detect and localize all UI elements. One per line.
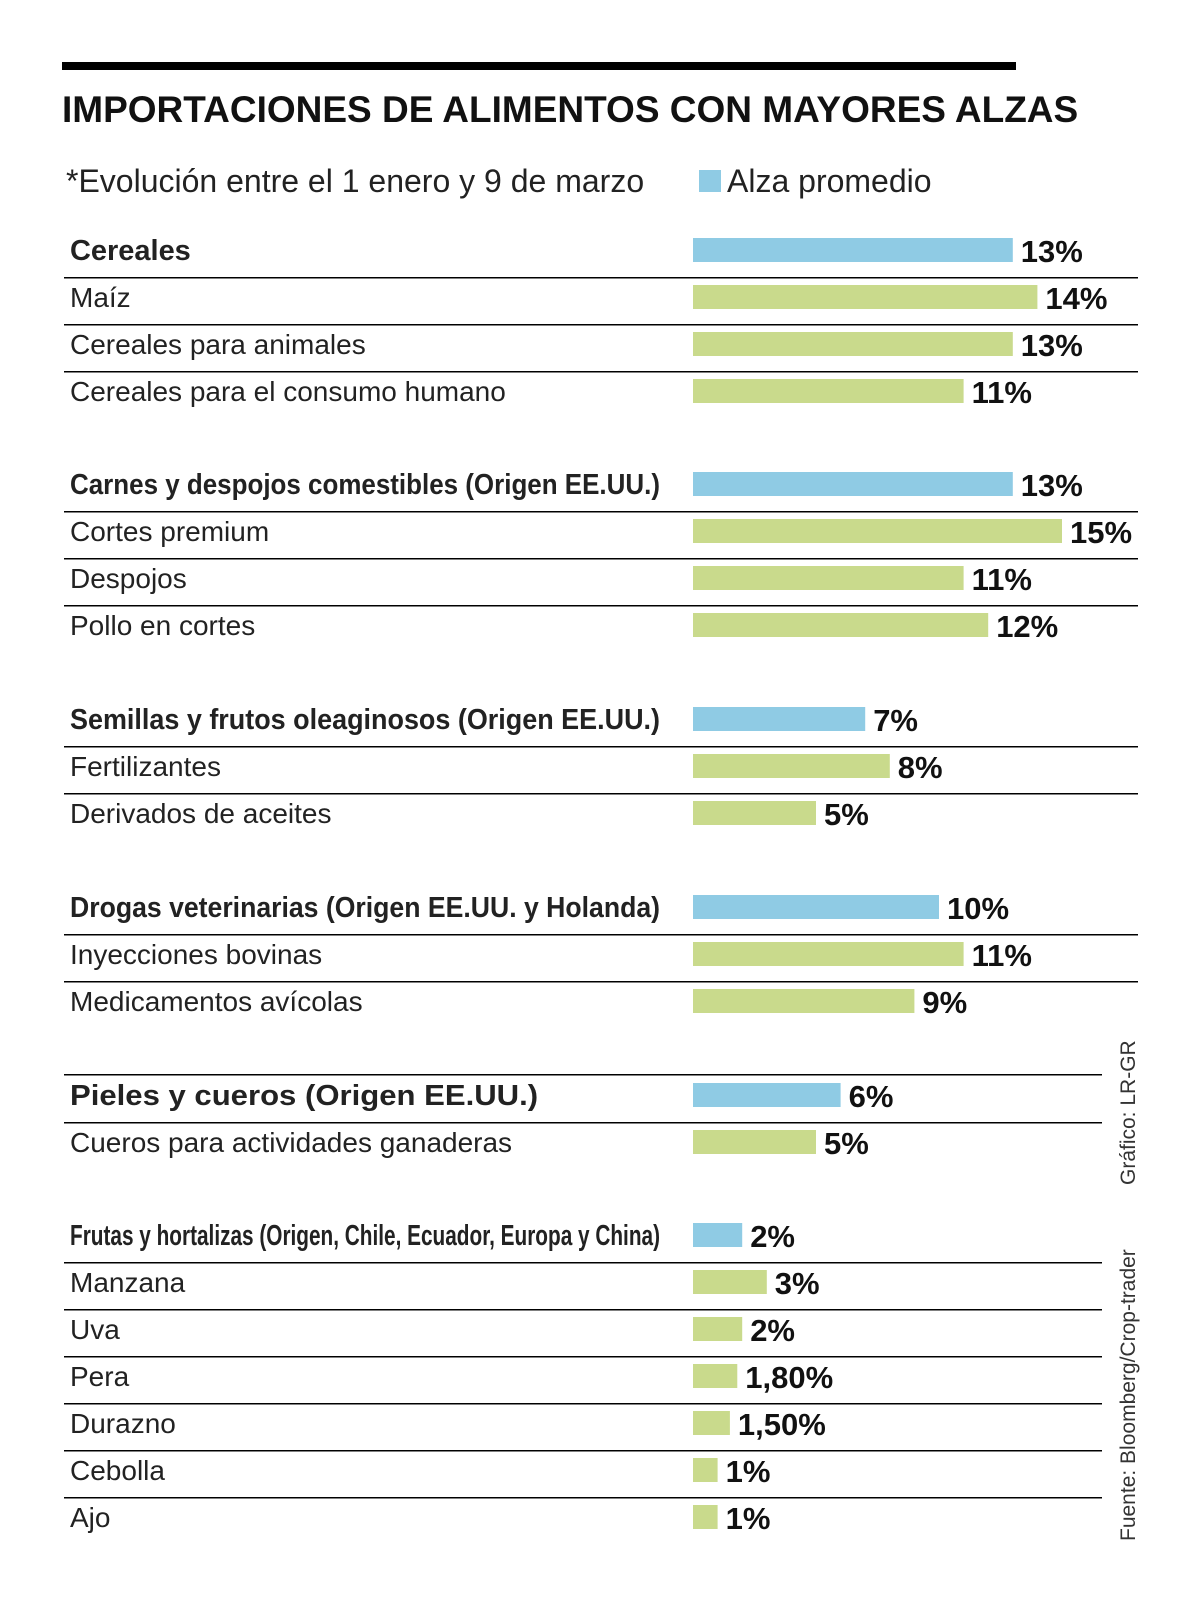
item-bar	[693, 1364, 738, 1388]
item-label: Cereales para animales	[70, 329, 366, 360]
value-label: 8%	[898, 750, 943, 785]
item-label: Pollo en cortes	[70, 610, 255, 641]
value-label: 9%	[922, 985, 967, 1020]
row-divider	[64, 324, 1138, 326]
item-label: Medicamentos avícolas	[70, 986, 363, 1017]
row-divider	[64, 934, 1138, 936]
value-label: 12%	[996, 609, 1058, 644]
group-label: Cereales	[70, 235, 191, 267]
item-bar	[693, 379, 964, 403]
item-bar	[693, 613, 989, 637]
item-bar	[693, 1270, 767, 1294]
value-label: 6%	[849, 1079, 894, 1114]
item-label: Ajo	[70, 1502, 110, 1533]
row-divider	[64, 371, 1138, 373]
item-bar	[693, 519, 1062, 543]
group-label: Semillas y frutos oleaginosos (Origen EE…	[70, 704, 660, 736]
row-divider	[64, 605, 1138, 607]
item-label: Derivados de aceites	[70, 798, 331, 829]
item-bar	[693, 1505, 718, 1529]
group-label: Frutas y hortalizas (Origen, Chile, Ecua…	[70, 1220, 660, 1252]
item-label: Durazno	[70, 1408, 176, 1439]
value-label: 11%	[972, 375, 1032, 410]
value-label: 5%	[824, 1126, 869, 1161]
row-divider	[64, 1450, 1102, 1452]
value-label: 11%	[972, 562, 1032, 597]
value-label: 1%	[726, 1501, 771, 1536]
row-divider	[64, 1497, 1102, 1499]
row-divider	[64, 1309, 1102, 1311]
value-label: 13%	[1021, 234, 1083, 269]
item-label: Cebolla	[70, 1455, 165, 1486]
value-label: 3%	[775, 1266, 820, 1301]
item-bar	[693, 801, 816, 825]
row-divider	[64, 558, 1138, 560]
source-credit: Fuente: Bloomberg/Crop-trader	[1117, 1249, 1140, 1541]
value-label: 13%	[1021, 468, 1083, 503]
value-label: 2%	[750, 1313, 795, 1348]
item-label: Cueros para actividades ganaderas	[70, 1127, 512, 1158]
item-label: Maíz	[70, 282, 131, 313]
item-bar	[693, 1458, 718, 1482]
item-label: Pera	[70, 1361, 130, 1392]
item-label: Cortes premium	[70, 516, 269, 547]
item-bar	[693, 754, 890, 778]
item-bar	[693, 989, 915, 1013]
item-label: Uva	[70, 1314, 120, 1345]
item-bar	[693, 1130, 816, 1154]
row-divider	[64, 1074, 1102, 1076]
value-label: 1,50%	[738, 1407, 826, 1442]
value-label: 10%	[947, 891, 1009, 926]
row-divider	[64, 746, 1138, 748]
item-label: Inyecciones bovinas	[70, 939, 322, 970]
value-label: 11%	[972, 938, 1032, 973]
row-divider	[64, 277, 1138, 279]
average-bar	[693, 707, 866, 731]
value-label: 15%	[1070, 515, 1132, 550]
row-divider	[64, 1403, 1102, 1405]
average-bar	[693, 895, 939, 919]
group-label: Carnes y despojos comestibles (Origen EE…	[70, 469, 660, 501]
average-bar	[693, 1223, 743, 1247]
item-label: Cereales para el consumo humano	[70, 376, 506, 407]
row-divider	[64, 1262, 1102, 1264]
legend-swatch	[699, 170, 721, 192]
value-label: 5%	[824, 797, 869, 832]
row-divider	[64, 511, 1138, 513]
item-bar	[693, 332, 1013, 356]
legend-label: Alza promedio	[727, 163, 932, 199]
item-label: Despojos	[70, 563, 187, 594]
item-bar	[693, 1317, 743, 1341]
item-bar	[693, 566, 964, 590]
item-bar	[693, 1411, 730, 1435]
item-bar	[693, 942, 964, 966]
item-bar	[693, 285, 1038, 309]
value-label: 13%	[1021, 328, 1083, 363]
value-label: 14%	[1045, 281, 1107, 316]
row-divider	[64, 981, 1138, 983]
group-label: Drogas veterinarias (Origen EE.UU. y Hol…	[70, 892, 660, 924]
value-label: 7%	[873, 703, 918, 738]
average-bar	[693, 1083, 841, 1107]
top-rule	[62, 62, 1016, 70]
chart-subtitle: *Evolución entre el 1 enero y 9 de marzo	[66, 163, 644, 199]
value-label: 2%	[750, 1219, 795, 1254]
average-bar	[693, 238, 1013, 262]
item-label: Manzana	[70, 1267, 186, 1298]
chart-rows: Cereales 13% Maíz 14% Cereales para animales…	[64, 234, 1138, 1536]
graphic-credit: Gráfico: LR-GR	[1117, 1040, 1140, 1185]
row-divider	[64, 793, 1138, 795]
row-divider	[64, 1122, 1102, 1124]
group-label: Pieles y cueros (Origen EE.UU.)	[70, 1080, 538, 1112]
value-label: 1,80%	[745, 1360, 833, 1395]
row-divider	[64, 1356, 1102, 1358]
average-bar	[693, 472, 1013, 496]
value-label: 1%	[726, 1454, 771, 1489]
chart-title: IMPORTACIONES DE ALIMENTOS CON MAYORES A…	[62, 89, 1078, 130]
item-label: Fertilizantes	[70, 751, 221, 782]
